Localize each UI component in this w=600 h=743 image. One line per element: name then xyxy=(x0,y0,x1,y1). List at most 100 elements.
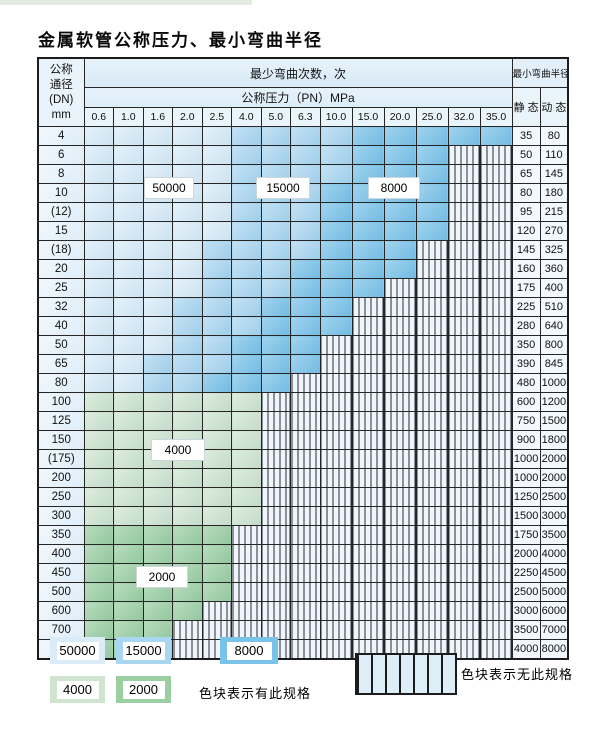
cell-no-spec xyxy=(290,487,321,507)
cell-no-spec xyxy=(479,563,513,583)
cell-spec-50000 xyxy=(83,221,114,241)
cell-no-spec xyxy=(415,297,449,317)
cell-spec-2000 xyxy=(201,563,232,583)
cell-spec-8000 xyxy=(319,221,353,241)
row-header-dn: 6 xyxy=(37,145,85,165)
cell-spec-4000 xyxy=(113,506,144,526)
cell-spec-50000 xyxy=(142,202,173,222)
cell-spec-8000 xyxy=(415,221,449,241)
cell-no-spec xyxy=(479,392,513,412)
cell-no-spec xyxy=(260,506,291,526)
cell-no-spec xyxy=(415,373,449,393)
spec-table: 公称 通径 (DN) mm 最少弯曲次数，次 最小弯曲半径 公称压力（PN）MP… xyxy=(37,57,570,660)
cell-spec-8000 xyxy=(319,278,353,298)
cell-no-spec xyxy=(351,449,385,469)
cell-spec-4000 xyxy=(231,411,262,431)
cell-no-spec xyxy=(447,620,481,640)
cell-spec-50000 xyxy=(142,297,173,317)
cell-spec-2000 xyxy=(172,544,203,564)
cell-no-spec xyxy=(447,601,481,621)
cell-spec-8000 xyxy=(383,202,417,222)
row-header-dn: 50 xyxy=(37,335,85,355)
cell-spec-4000 xyxy=(83,506,114,526)
row-header-dn: 600 xyxy=(37,601,85,621)
cell-spec-8000 xyxy=(351,202,385,222)
cell-spec-50000 xyxy=(113,164,144,184)
table-row: 80 480 1000 xyxy=(37,373,569,393)
cell-no-spec xyxy=(260,563,291,583)
static-radius-value: 600 xyxy=(511,392,541,412)
cell-spec-4000 xyxy=(172,411,203,431)
cell-spec-4000 xyxy=(231,487,262,507)
cell-spec-8000 xyxy=(290,278,321,298)
cell-spec-8000 xyxy=(260,297,291,317)
legend-swatch-15000: 15000 xyxy=(116,637,171,664)
cell-spec-8000 xyxy=(415,126,449,146)
cell-spec-2000 xyxy=(83,620,114,640)
cell-spec-50000 xyxy=(113,354,144,374)
cell-spec-4000 xyxy=(201,411,232,431)
cell-no-spec xyxy=(290,601,321,621)
cell-spec-4000 xyxy=(142,487,173,507)
cell-spec-15000 xyxy=(319,145,353,165)
cell-no-spec xyxy=(319,563,353,583)
cell-spec-50000 xyxy=(172,202,203,222)
row-header-dn: 450 xyxy=(37,563,85,583)
cell-spec-8000 xyxy=(351,240,385,260)
cell-spec-50000 xyxy=(172,240,203,260)
cell-no-spec xyxy=(290,582,321,602)
cell-spec-8000 xyxy=(319,259,353,279)
cell-spec-50000 xyxy=(113,335,144,355)
cell-spec-50000 xyxy=(113,259,144,279)
row-header-dn: 200 xyxy=(37,468,85,488)
cell-spec-15000 xyxy=(260,145,291,165)
dynamic-radius-value: 4500 xyxy=(539,563,569,583)
legend-swatch-2000-label: 2000 xyxy=(122,680,165,699)
cell-spec-4000 xyxy=(83,449,114,469)
cell-no-spec xyxy=(447,202,481,222)
static-radius-value: 4000 xyxy=(511,639,541,660)
cell-no-spec xyxy=(383,563,417,583)
cell-no-spec xyxy=(319,392,353,412)
table-row: 100 600 1200 xyxy=(37,392,569,412)
table-row: (12) 95 215 xyxy=(37,202,569,222)
row-header-dn: 400 xyxy=(37,544,85,564)
table-row: 500 2500 5000 xyxy=(37,582,569,602)
static-radius-value: 50 xyxy=(511,145,541,165)
dynamic-radius-value: 2500 xyxy=(539,487,569,507)
cell-spec-15000 xyxy=(172,335,203,355)
cell-no-spec xyxy=(290,449,321,469)
cell-no-spec xyxy=(260,468,291,488)
cell-spec-4000 xyxy=(201,506,232,526)
cell-no-spec xyxy=(172,620,203,640)
cell-spec-15000 xyxy=(142,354,173,374)
cell-spec-2000 xyxy=(201,525,232,545)
cell-spec-50000 xyxy=(113,278,144,298)
cell-no-spec xyxy=(383,582,417,602)
cell-no-spec xyxy=(479,183,513,203)
cell-no-spec xyxy=(351,506,385,526)
dynamic-radius-value: 145 xyxy=(539,164,569,184)
cell-spec-4000 xyxy=(113,487,144,507)
table-row: 200 1000 2000 xyxy=(37,468,569,488)
cell-no-spec xyxy=(479,525,513,545)
cell-no-spec xyxy=(479,354,513,374)
cell-spec-15000 xyxy=(142,373,173,393)
row-header-dn: 125 xyxy=(37,411,85,431)
cell-spec-50000 xyxy=(113,240,144,260)
header-bend-count: 最少弯曲次数，次 xyxy=(83,57,513,88)
cell-spec-4000 xyxy=(231,506,262,526)
cell-no-spec xyxy=(447,544,481,564)
cell-spec-2000 xyxy=(83,563,114,583)
cell-no-spec xyxy=(479,240,513,260)
cell-spec-4000 xyxy=(201,487,232,507)
header-nominal-pressure: 公称压力（PN）MPa xyxy=(83,87,513,108)
cell-no-spec xyxy=(231,582,262,602)
table-row: 150 900 1800 xyxy=(37,430,569,450)
row-header-dn: 65 xyxy=(37,354,85,374)
cell-spec-50000 xyxy=(83,164,114,184)
cell-spec-15000 xyxy=(172,354,203,374)
cell-no-spec xyxy=(319,373,353,393)
cell-no-spec xyxy=(479,259,513,279)
cell-no-spec xyxy=(479,411,513,431)
